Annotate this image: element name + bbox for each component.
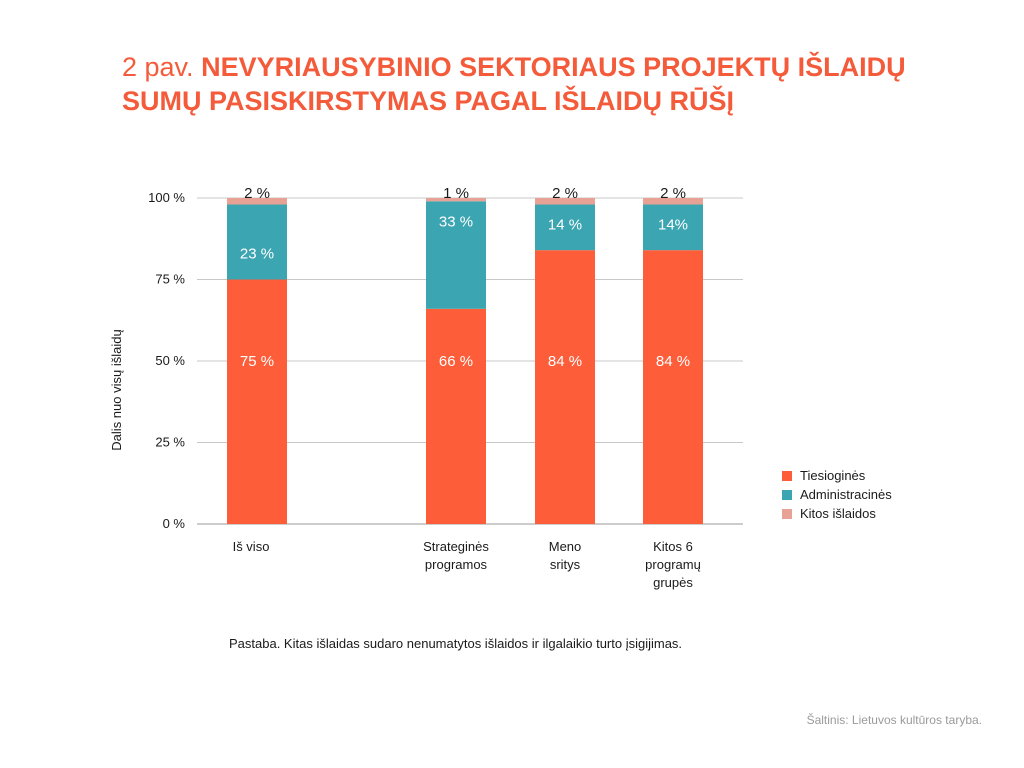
x-tick-label: Strateginės — [423, 539, 489, 554]
y-tick-label: 0 % — [163, 516, 186, 531]
legend-label: Administracinės — [800, 487, 892, 502]
bar-segment — [643, 250, 703, 524]
x-tick-label: sritys — [550, 557, 581, 572]
y-tick-label: 100 % — [148, 190, 185, 205]
data-label: 2 % — [244, 185, 270, 202]
data-label: 14% — [658, 217, 688, 234]
x-tick-label: Iš viso — [233, 539, 270, 554]
y-tick-label: 50 % — [155, 353, 185, 368]
chart-source: Šaltinis: Lietuvos kultūros taryba. — [806, 713, 982, 727]
chart-note: Pastaba. Kitas išlaidas sudaro nenumatyt… — [229, 636, 683, 651]
data-label: 1 % — [443, 185, 469, 202]
bar-segment — [227, 279, 287, 524]
bar-segment — [535, 204, 595, 251]
legend-swatch — [782, 490, 792, 500]
bar-segment — [227, 204, 287, 280]
bar-segment — [643, 198, 703, 205]
x-tick-label: grupės — [653, 575, 693, 590]
y-axis-label: Dalis nuo visų išlaidų — [109, 329, 124, 450]
data-label: 14 % — [548, 217, 582, 234]
legend-swatch — [782, 509, 792, 519]
y-tick-label: 25 % — [155, 435, 185, 450]
bar-segment — [227, 198, 287, 205]
x-tick-label: programos — [425, 557, 488, 572]
bar-segment — [426, 308, 486, 524]
data-label: 75 % — [240, 353, 274, 370]
chart-title: 2 pav. NEVYRIAUSYBINIO SEKTORIAUS PROJEK… — [122, 50, 922, 118]
title-main: NEVYRIAUSYBINIO SEKTORIAUS PROJEKTŲ IŠLA… — [122, 52, 906, 116]
legend-swatch — [782, 471, 792, 481]
x-tick-label: Kitos 6 — [653, 539, 693, 554]
bar-segment — [535, 250, 595, 524]
x-tick-label: Meno — [549, 539, 582, 554]
data-label: 2 % — [552, 185, 578, 202]
data-label: 66 % — [439, 353, 473, 370]
title-prefix: 2 pav. — [122, 52, 194, 82]
data-label: 84 % — [548, 353, 582, 370]
data-label: 23 % — [240, 246, 274, 263]
bar-segment — [426, 198, 486, 202]
data-label: 84 % — [656, 353, 690, 370]
x-tick-label: programų — [645, 557, 701, 572]
legend-label: Kitos išlaidos — [800, 506, 876, 521]
bar-segment — [426, 201, 486, 309]
data-label: 33 % — [439, 213, 473, 230]
bar-segment — [643, 204, 703, 251]
bar-segment — [535, 198, 595, 205]
legend-label: Tiesioginės — [800, 468, 866, 483]
data-label: 2 % — [660, 185, 686, 202]
y-tick-label: 75 % — [155, 272, 185, 287]
